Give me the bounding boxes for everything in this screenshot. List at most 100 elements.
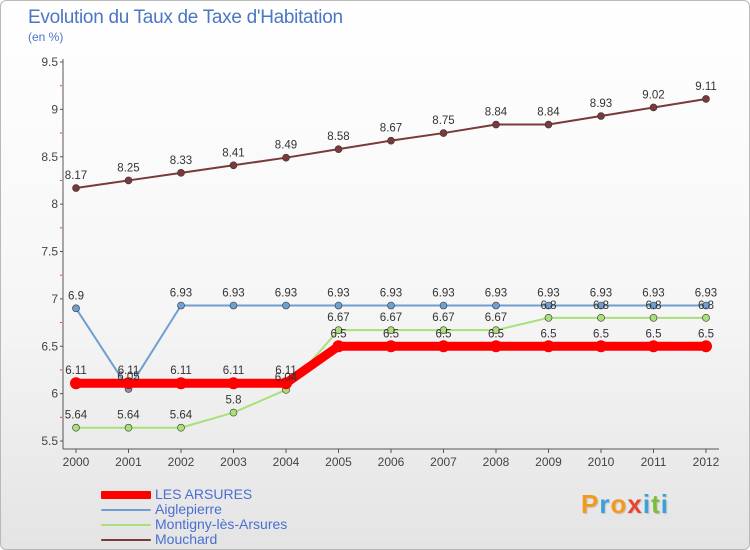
x-tick-label: 2010 xyxy=(588,455,615,469)
x-tick-label: 2012 xyxy=(693,455,720,469)
data-label: 6.5 xyxy=(646,328,662,340)
data-label: 6.67 xyxy=(485,312,507,324)
data-point xyxy=(122,377,135,390)
data-label: 6.93 xyxy=(485,288,507,300)
x-tick-label: 2005 xyxy=(325,455,352,469)
data-point xyxy=(597,301,605,310)
data-point xyxy=(72,184,80,192)
data-label: 6.93 xyxy=(695,288,717,300)
data-label: 6.67 xyxy=(432,312,454,324)
legend-label: Aiglepierre xyxy=(155,501,222,517)
data-point xyxy=(649,103,658,112)
data-point xyxy=(124,176,133,185)
data-point xyxy=(700,340,712,353)
data-label: 6.67 xyxy=(380,312,402,324)
x-tick-label: 2008 xyxy=(483,455,510,469)
data-point xyxy=(490,340,502,353)
data-point xyxy=(649,301,658,310)
data-point xyxy=(385,340,397,353)
data-label: 5.64 xyxy=(117,410,140,422)
data-label: 9.11 xyxy=(695,81,717,93)
data-point xyxy=(70,377,82,390)
data-point xyxy=(492,326,500,334)
data-point xyxy=(280,377,292,390)
legend-label: Mouchard xyxy=(155,531,218,547)
data-label: 6.8 xyxy=(698,300,714,312)
proxiti-logo: Proxiti xyxy=(581,489,669,520)
data-label: 8.33 xyxy=(170,155,192,167)
data-point xyxy=(334,145,343,153)
data-label: 5.64 xyxy=(170,410,193,422)
data-label: 6.93 xyxy=(380,288,402,300)
logo-letter: i xyxy=(660,489,669,519)
legend-label: LES ARSURES xyxy=(155,486,253,502)
data-label: 6.93 xyxy=(222,288,244,300)
logo-letter: o xyxy=(610,489,628,519)
chart-title: Evolution du Taux de Taxe d'Habitation xyxy=(28,7,343,28)
data-label: 6.11 xyxy=(65,365,87,377)
y-tick-label: 5.5 xyxy=(41,434,58,448)
data-point xyxy=(702,301,710,310)
data-label: 8.84 xyxy=(537,107,560,119)
y-tick-label: 9 xyxy=(51,102,58,116)
data-label: 8.17 xyxy=(65,170,87,182)
data-label: 6.05 xyxy=(117,371,139,383)
data-point xyxy=(492,301,500,310)
data-label: 6.93 xyxy=(642,288,664,300)
chart-subtitle: (en %) xyxy=(28,30,64,44)
data-label: 8.67 xyxy=(380,123,402,135)
data-label: 6.93 xyxy=(590,288,612,300)
legend-swatch xyxy=(101,491,151,499)
data-label: 9.02 xyxy=(642,89,664,101)
x-tick-label: 2003 xyxy=(220,455,247,469)
data-label: 6.5 xyxy=(488,328,504,340)
x-tick-label: 2009 xyxy=(535,455,562,469)
data-label: 6.8 xyxy=(541,300,557,312)
data-point xyxy=(229,408,238,417)
data-point xyxy=(597,112,605,120)
data-point xyxy=(387,301,395,310)
data-point xyxy=(544,314,553,322)
data-point xyxy=(439,326,448,334)
logo-letter: r xyxy=(599,489,611,519)
x-tick-label: 2004 xyxy=(273,455,300,469)
data-point xyxy=(175,377,187,390)
data-point xyxy=(387,326,395,334)
y-tick-label: 6 xyxy=(51,387,58,401)
logo-letter: P xyxy=(581,489,600,519)
data-label: 8.25 xyxy=(117,162,139,174)
data-point xyxy=(437,340,450,353)
data-point xyxy=(229,161,238,170)
data-label: 6.93 xyxy=(275,288,297,300)
logo-letter: i xyxy=(642,489,652,519)
data-label: 6.67 xyxy=(327,312,349,324)
data-point xyxy=(702,95,710,103)
data-point xyxy=(177,423,185,432)
data-label: 6.93 xyxy=(537,288,559,300)
data-point xyxy=(542,340,555,353)
data-label: 6.9 xyxy=(68,290,84,302)
data-point xyxy=(439,301,448,310)
data-point xyxy=(227,377,240,390)
data-point xyxy=(387,136,395,145)
legend-swatch xyxy=(101,509,151,511)
data-label: 8.84 xyxy=(485,107,508,119)
x-tick-label: 2007 xyxy=(430,455,457,469)
data-label: 5.8 xyxy=(226,395,242,407)
data-point xyxy=(72,304,80,313)
data-label: 6.8 xyxy=(593,300,609,312)
data-label: 6.5 xyxy=(383,328,399,340)
data-point xyxy=(597,314,605,322)
data-label: 6.93 xyxy=(170,288,192,300)
data-label: 8.93 xyxy=(590,98,612,110)
y-tick-label: 7 xyxy=(51,292,58,306)
data-point xyxy=(595,340,607,353)
x-tick-label: 2000 xyxy=(63,455,90,469)
y-tick-label: 6.5 xyxy=(41,339,58,353)
data-label: 6.11 xyxy=(275,365,297,377)
x-tick-label: 2002 xyxy=(168,455,195,469)
data-point xyxy=(177,169,185,177)
data-point xyxy=(649,314,658,322)
data-point xyxy=(282,153,290,162)
data-point xyxy=(124,423,133,432)
